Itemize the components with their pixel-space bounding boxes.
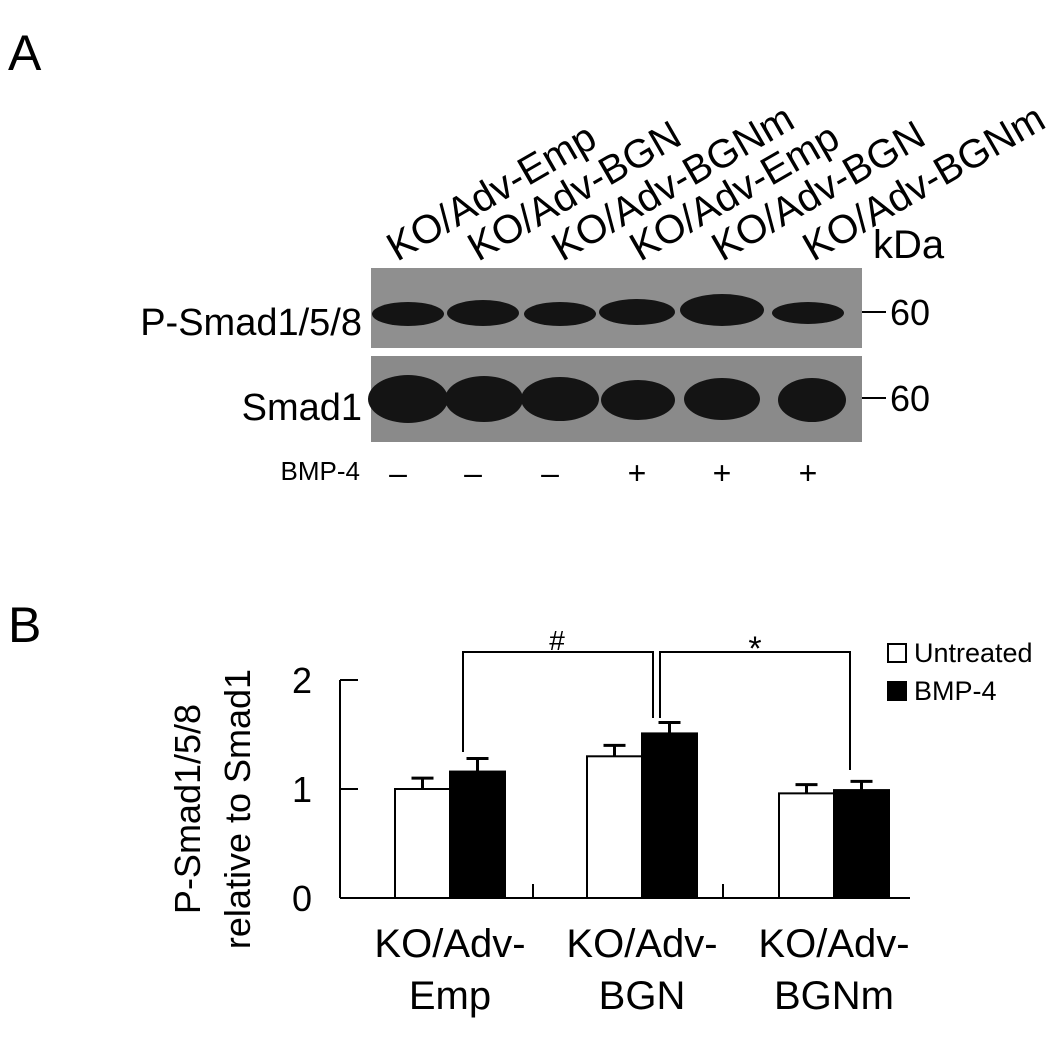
treatment-sign: + — [628, 455, 647, 491]
bar — [394, 788, 451, 899]
plot: 0 1 2 P-Smad1/5/8 relative to Smad1 Untreated… — [167, 638, 1033, 949]
legend-swatch — [887, 643, 907, 663]
lane-labels: KO/Adv-EmpKO/Adv-BGNKO/Adv-BGNmKO/Adv-Em… — [380, 96, 1053, 270]
panel-label: A — [8, 25, 42, 81]
legend-label: BMP-4 — [914, 676, 997, 706]
legend-label: Untreated — [914, 638, 1033, 668]
blot-bands — [368, 294, 846, 423]
treatment-sign: – — [541, 455, 559, 491]
x-tick-label: KO/Adv-Emp — [374, 922, 526, 1018]
panel-label: B — [8, 597, 41, 653]
annotation: # — [549, 625, 565, 656]
kda-marker: 60 — [890, 292, 930, 333]
legend-swatch — [887, 681, 907, 701]
row-label: Smad1 — [242, 387, 362, 429]
treatment-sign: + — [713, 455, 732, 491]
kda-label: kDa — [873, 223, 945, 267]
y-axis-label: relative to Smad1 — [217, 669, 258, 949]
annotation: * — [748, 630, 761, 668]
treatment-label: BMP-4 — [281, 456, 360, 486]
y-axis-label: P-Smad1/5/8 — [167, 704, 208, 914]
bar — [449, 770, 506, 899]
x-tick-label: KO/Adv-BGN — [566, 922, 718, 1018]
kda-marker: 60 — [890, 378, 930, 419]
treatment-signs: – – – + + + — [389, 455, 817, 491]
x-tick-label: KO/Adv-BGNm — [758, 922, 910, 1018]
treatment-sign: – — [464, 455, 482, 491]
bar — [641, 732, 698, 899]
row-label: P-Smad1/5/8 — [140, 302, 362, 344]
treatment-sign: + — [799, 455, 818, 491]
y-tick-label: 1 — [292, 769, 312, 810]
y-tick-label: 0 — [292, 878, 312, 919]
treatment-sign: – — [389, 455, 407, 491]
y-tick-label: 2 — [292, 660, 312, 701]
bar — [833, 789, 890, 900]
significance-brackets — [462, 651, 851, 770]
bar — [778, 792, 835, 899]
bar — [586, 755, 643, 899]
